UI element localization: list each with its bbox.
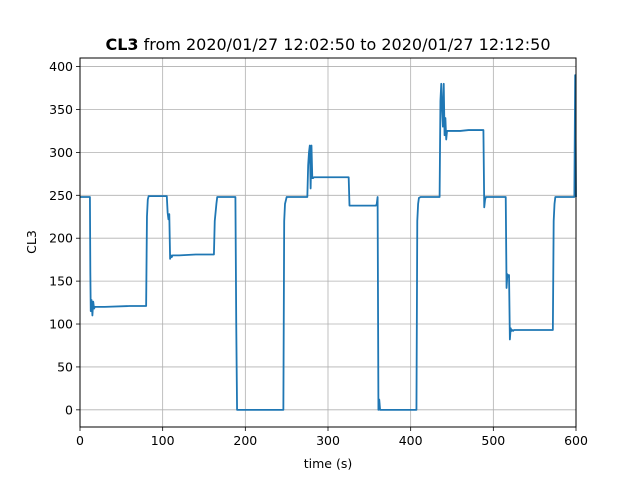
y-axis-label: CL3 bbox=[24, 230, 39, 254]
y-tick-label: 0 bbox=[65, 402, 73, 417]
x-tick-label: 600 bbox=[564, 433, 588, 448]
chart-title-rest: from 2020/01/27 12:02:50 to 2020/01/27 1… bbox=[139, 35, 551, 54]
y-tick-label: 100 bbox=[49, 317, 73, 332]
y-tick-label: 250 bbox=[49, 188, 73, 203]
x-tick-label: 0 bbox=[76, 433, 84, 448]
y-tick-label: 300 bbox=[49, 145, 73, 160]
chart-title-bold: CL3 bbox=[105, 35, 138, 54]
x-tick-label: 300 bbox=[316, 433, 340, 448]
y-tick-label: 200 bbox=[49, 231, 73, 246]
x-axis-ticks: 0 100 200 300 400 500 600 bbox=[76, 427, 588, 448]
y-tick-label: 150 bbox=[49, 274, 73, 289]
grid-lines bbox=[79, 58, 577, 427]
x-tick-label: 500 bbox=[481, 433, 505, 448]
x-tick-label: 400 bbox=[399, 433, 423, 448]
x-tick-label: 100 bbox=[151, 433, 175, 448]
chart-title: CL3 from 2020/01/27 12:02:50 to 2020/01/… bbox=[105, 35, 550, 54]
y-tick-label: 400 bbox=[49, 59, 73, 74]
y-tick-label: 50 bbox=[57, 359, 73, 374]
series-line-0 bbox=[80, 74, 577, 411]
series-layer bbox=[80, 74, 577, 411]
x-axis-label: time (s) bbox=[304, 456, 352, 471]
y-axis-ticks: 0 50 100 150 200 250 300 350 400 bbox=[49, 59, 80, 417]
x-tick-label: 200 bbox=[233, 433, 257, 448]
y-tick-label: 350 bbox=[49, 102, 73, 117]
